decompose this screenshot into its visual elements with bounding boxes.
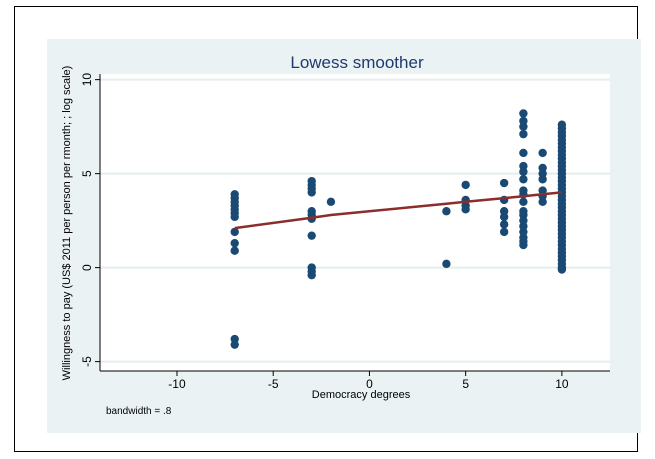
axes-layer: -10 -5 0 5 10 -5 0 5 10 — [80, 73, 610, 391]
x-tick-label: 5 — [462, 377, 469, 391]
scatter-point — [519, 129, 528, 139]
scatter-point — [519, 240, 528, 250]
scatter-point — [519, 122, 528, 131]
scatter-point — [519, 148, 528, 158]
scatter-point — [499, 227, 509, 237]
chart-title: Lowess smoother — [290, 53, 424, 72]
scatter-point — [499, 178, 509, 188]
x-axis-label: Democracy degrees — [312, 389, 411, 401]
x-tick-label: 10 — [555, 377, 569, 391]
scatter-point — [538, 148, 547, 158]
y-axis-label: Willingness to pay (US$ 2011 per person … — [61, 66, 73, 381]
scatter-point — [557, 265, 567, 274]
scatter-point — [519, 197, 528, 207]
scatter-point — [519, 167, 528, 176]
lowess-smoother-line — [234, 191, 563, 230]
scatter-point — [499, 220, 509, 229]
bandwidth-note: bandwidth = .8 — [106, 406, 172, 417]
y-tick-label: 10 — [80, 73, 94, 87]
scatter-point — [519, 109, 528, 118]
scatter-point — [307, 231, 316, 240]
scatter-point — [230, 246, 239, 255]
scatter-point — [538, 197, 547, 207]
points-layer — [230, 109, 567, 349]
y-tick-label: 5 — [80, 170, 94, 177]
smoother-layer — [234, 191, 563, 230]
scatter-point — [461, 205, 470, 214]
x-tick-label: -10 — [168, 377, 186, 391]
y-tick-label: 0 — [80, 264, 94, 271]
scatter-point — [499, 212, 509, 222]
scatter-point — [230, 340, 239, 349]
scatter-point — [442, 207, 451, 216]
scatter-point — [461, 180, 470, 190]
scatter-point — [326, 197, 336, 207]
scatter-point — [230, 212, 239, 222]
scatter-point — [442, 259, 451, 269]
x-tick-label: 0 — [366, 377, 373, 391]
scatter-point — [230, 238, 239, 248]
scatter-point — [519, 175, 528, 184]
scatter-point — [538, 175, 547, 184]
plot-area — [100, 74, 610, 371]
y-tick-label: -5 — [80, 356, 94, 367]
grid-layer — [100, 74, 610, 371]
scatter-point — [230, 227, 239, 237]
x-tick-label: -5 — [268, 377, 279, 391]
scatter-point — [307, 188, 316, 197]
scatter-point — [307, 270, 316, 280]
